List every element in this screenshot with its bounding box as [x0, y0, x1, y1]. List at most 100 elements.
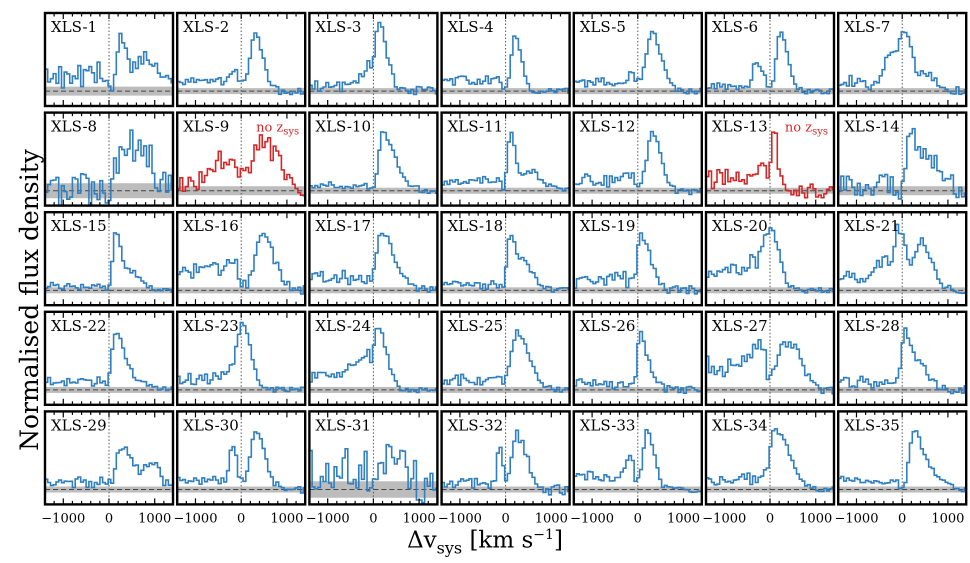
- spectrum-panel: XLS-13 no zsys: [704, 111, 836, 207]
- spectrum-line: [45, 446, 173, 489]
- panel-label: XLS-32: [448, 416, 504, 434]
- panel-label: XLS-18: [448, 217, 504, 235]
- panel-label: XLS-20: [712, 217, 768, 235]
- panel-label: XLS-25: [448, 317, 504, 335]
- no-zsys-subscript: sys: [812, 127, 828, 138]
- panel-label: XLS-16: [183, 217, 239, 235]
- spectrum-line: [706, 31, 834, 95]
- spectrum-panel: XLS-3: [308, 11, 439, 108]
- spectrum-panel: XLS-9 no zsys: [175, 111, 307, 207]
- spectrum-panel: XLS-4: [440, 11, 571, 108]
- spectrum-panel: XLS-24: [308, 310, 439, 406]
- x-tick-label: −1000: [438, 511, 482, 526]
- spectrum-line: [706, 131, 834, 199]
- x-tick-label: 0: [898, 511, 906, 526]
- spectrum-line: [441, 35, 570, 94]
- panel-label: XLS-24: [315, 317, 371, 335]
- spectrum-panel: XLS-14: [837, 111, 968, 207]
- panel-label: XLS-19: [580, 217, 636, 235]
- x-tick-label: 1000: [270, 511, 303, 526]
- spectrum-line: [177, 321, 306, 393]
- panel-label: XLS-11: [448, 118, 504, 136]
- spectrum-panel: XLS-21: [837, 210, 968, 307]
- panel-label: XLS-23: [183, 317, 239, 335]
- panel-label: XLS-29: [51, 416, 107, 434]
- x-tick-label: −1000: [570, 511, 614, 526]
- panel-label: XLS-35: [844, 416, 900, 434]
- spectrum-line: [706, 428, 834, 493]
- spectrum-line: [573, 130, 702, 196]
- panel-label: XLS-15: [51, 217, 107, 235]
- panel-label: XLS-4: [448, 18, 494, 36]
- spectrum-line: [177, 134, 306, 197]
- panel-label: XLS-12: [580, 118, 636, 136]
- spectrum-line: [45, 332, 173, 392]
- spectrum-panel: XLS-25: [440, 310, 571, 406]
- spectrum-panel: XLS-26: [572, 310, 703, 406]
- x-tick-label: 1000: [535, 511, 568, 526]
- spectrum-line: [309, 131, 438, 194]
- panel-label: XLS-1: [51, 18, 97, 36]
- spectrum-line: [706, 227, 834, 294]
- panel-label: XLS-26: [580, 317, 636, 335]
- spectrum-line: [838, 31, 967, 95]
- x-tick-label: −1000: [173, 511, 217, 526]
- spectrum-line: [441, 429, 570, 496]
- panel-label: XLS-17: [315, 217, 371, 235]
- no-zsys-subscript: sys: [283, 127, 299, 138]
- panel-label: XLS-10: [315, 118, 371, 136]
- panel-label: XLS-9: [183, 118, 229, 136]
- spectrum-line: [309, 232, 438, 293]
- spectrum-panel: XLS-12: [572, 111, 703, 207]
- panel-label: XLS-27: [712, 317, 768, 335]
- spectrum-line: [441, 234, 570, 293]
- spectrum-panel: XLS-22: [43, 310, 175, 406]
- spectrum-panel: XLS-6: [704, 11, 836, 108]
- spectrum-panel: XLS-2: [175, 11, 307, 108]
- panel-label: XLS-31: [315, 416, 371, 434]
- spectrum-line: [706, 339, 834, 395]
- panel-label: XLS-6: [712, 18, 758, 36]
- x-tick-label: 1000: [403, 511, 436, 526]
- spectrum-panel: XLS-5: [572, 11, 703, 108]
- panel-label: XLS-3: [315, 18, 361, 36]
- spectrum-panel: XLS-33 −1000 0 1000: [570, 410, 703, 526]
- spectrum-panel: XLS-19: [572, 210, 703, 307]
- x-tick-label: −1000: [306, 511, 350, 526]
- spectrum-panel: XLS-34 −1000 0 1000: [702, 410, 836, 526]
- spectrum-panel: XLS-23: [175, 310, 307, 406]
- spectrum-line: [838, 430, 967, 493]
- spectrum-line: [573, 429, 702, 493]
- x-tick-label: 0: [634, 511, 642, 526]
- spectrum-panel: XLS-31 −1000 0 1000: [306, 410, 439, 526]
- x-tick-label: −1000: [41, 511, 85, 526]
- x-tick-label: 0: [237, 511, 245, 526]
- spectrum-line: [45, 32, 173, 92]
- spectrum-line: [573, 232, 702, 295]
- spectrum-panel: XLS-18: [440, 210, 571, 307]
- spectrum-panel: XLS-1: [43, 11, 175, 108]
- panel-label: XLS-2: [183, 18, 229, 36]
- x-tick-label: 0: [369, 511, 377, 526]
- panel-label: XLS-28: [844, 317, 900, 335]
- spectrum-panel: XLS-28: [837, 310, 968, 406]
- x-tick-label: 0: [501, 511, 509, 526]
- spectrum-line: [309, 443, 438, 504]
- spectrum-line: [177, 232, 306, 295]
- panel-label: XLS-13: [712, 118, 768, 136]
- spectrum-panel: XLS-27: [704, 310, 836, 406]
- spectrum-line: [838, 127, 967, 200]
- spectrum-line: [309, 327, 438, 394]
- panel-label: XLS-8: [51, 118, 97, 136]
- spectrum-line: [177, 32, 306, 96]
- x-tick-label: −1000: [834, 511, 878, 526]
- x-tick-label: 1000: [138, 511, 171, 526]
- spectrum-panel: XLS-29 −1000 0 1000: [41, 410, 175, 526]
- x-tick-label: 1000: [931, 511, 964, 526]
- panel-label: XLS-14: [844, 118, 900, 136]
- panel-label: XLS-33: [580, 416, 636, 434]
- no-zsys-label: no zsys: [256, 121, 299, 138]
- x-axis-label: Δvsys [km s−1]: [407, 527, 563, 558]
- spectrum-line: [573, 330, 702, 394]
